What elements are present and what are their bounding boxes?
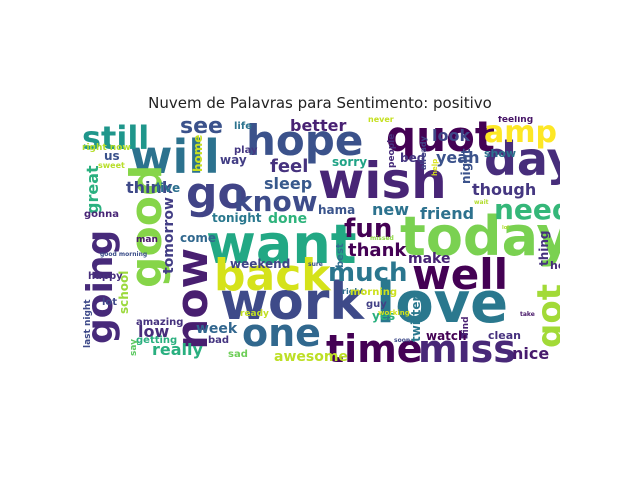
word-hope: hope	[246, 116, 364, 165]
word-love: love	[376, 271, 509, 336]
word-never: never	[368, 116, 394, 124]
word-yes: yes	[372, 309, 396, 323]
word-make: make	[408, 251, 451, 267]
word-say: say	[129, 338, 139, 356]
word-sleep: sleep	[264, 174, 313, 193]
word-go: go	[186, 168, 248, 219]
word-way: way	[220, 153, 247, 167]
word-clean: clean	[488, 329, 522, 342]
word-getting: getting	[136, 335, 178, 346]
word-think: think	[126, 178, 173, 197]
word-working: working	[378, 309, 410, 317]
word-help: help	[431, 158, 439, 176]
word-hama: hama	[318, 203, 356, 217]
word-people: people	[387, 133, 397, 168]
word-night: night	[459, 148, 473, 184]
word-lot: lot	[102, 297, 118, 308]
chart-title: Nuvem de Palavras para Sentimento: posit…	[148, 94, 492, 112]
word-right: right	[342, 287, 364, 296]
word-take: take	[520, 311, 535, 318]
word-show: show	[484, 147, 517, 160]
word-really: really	[152, 340, 203, 359]
word-sorry: sorry	[332, 155, 368, 169]
word-bed: bed	[400, 151, 426, 165]
word-sweet: sweet	[98, 161, 125, 170]
word-know: know	[234, 185, 318, 218]
word-ready: ready	[240, 309, 269, 319]
word-yeah: yeah	[436, 148, 480, 167]
word-happy: happy	[88, 271, 123, 282]
word-work: work	[220, 272, 364, 332]
word-new: new	[372, 200, 410, 219]
word-wait: wait	[474, 199, 489, 206]
word-gonna: gonna	[84, 209, 120, 220]
word-wish: wish	[318, 152, 447, 210]
word-lol: lol	[502, 225, 509, 231]
word-time: time	[326, 327, 423, 368]
word-better: better	[290, 116, 347, 135]
word-hour: hour	[550, 259, 560, 272]
word-feel: feel	[270, 156, 309, 177]
word-live: live	[156, 181, 181, 195]
word-will: will	[130, 130, 220, 184]
word-feeling: feeling	[498, 116, 534, 125]
word-watch: watch	[426, 329, 467, 343]
word-great: great	[83, 165, 102, 214]
word-much: much	[328, 258, 408, 288]
word-missed: missed	[370, 235, 394, 242]
word-though: though	[472, 180, 537, 199]
word-miss: miss	[418, 327, 516, 368]
word-low: low	[138, 322, 170, 341]
word-week: week	[196, 321, 238, 337]
word-quot: quot	[386, 116, 495, 161]
word-tonight: tonight	[212, 211, 262, 225]
word-man: man	[136, 235, 158, 245]
word-play: play	[234, 145, 258, 156]
word-look: look	[432, 126, 471, 145]
word-thing: thing	[537, 230, 551, 266]
word-morning: morning	[350, 287, 398, 298]
word-already: already	[419, 136, 428, 170]
word-one: one	[242, 311, 321, 355]
word-twitter: twitter	[409, 295, 423, 342]
word-bad: bad	[208, 335, 230, 346]
word-fun: fun	[344, 214, 393, 244]
word-amp: amp	[484, 116, 557, 150]
word-want: want	[206, 213, 357, 276]
word-today: today	[400, 205, 560, 268]
word-done: done	[268, 211, 308, 227]
word-still: still	[82, 119, 150, 157]
word-us: us	[104, 149, 120, 163]
word-sad: sad	[228, 349, 248, 360]
word-friend: friend	[420, 204, 475, 223]
word-got: got	[530, 284, 560, 348]
word-awesome: awesome	[274, 349, 348, 365]
word-need: need	[494, 193, 560, 226]
word-last-night: last night	[83, 299, 93, 348]
word-life: life	[234, 121, 252, 132]
word-day: day	[484, 132, 560, 186]
word-find: find	[461, 316, 471, 336]
word-come: come	[180, 231, 216, 245]
word-amazing: amazing	[136, 317, 184, 328]
word-guy: guy	[366, 299, 387, 310]
word-home: home	[191, 134, 205, 172]
word-right-now: right now	[82, 143, 131, 153]
word-back: back	[214, 250, 331, 301]
word-weekend: weekend	[230, 257, 291, 271]
word-see: see	[180, 116, 223, 139]
word-tomorrow: tomorrow	[161, 197, 177, 274]
word-nice: nice	[512, 344, 550, 363]
word-thank: thank	[348, 240, 407, 261]
word-cloud: work love wish today want well time miss…	[80, 116, 560, 368]
word-well: well	[412, 250, 509, 299]
word-good-morning: good morning	[100, 251, 148, 258]
word-soon: soon	[394, 337, 411, 344]
word-best: best	[335, 243, 346, 268]
word-sure: sure	[308, 261, 323, 268]
